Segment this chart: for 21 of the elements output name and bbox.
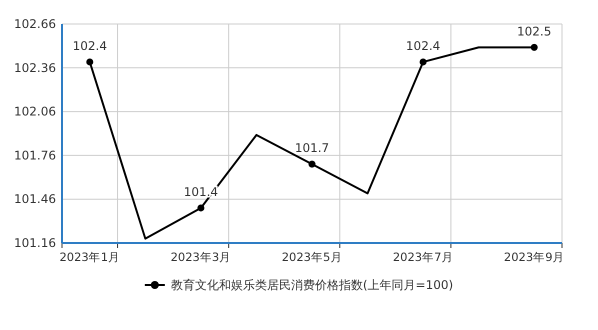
data-label: 102.5 xyxy=(517,24,552,38)
data-label: 102.4 xyxy=(72,38,107,53)
point xyxy=(86,58,94,66)
y-tick-label: 101.16 xyxy=(14,236,56,250)
y-tick-label: 102.06 xyxy=(14,104,56,119)
y-tick-label: 101.76 xyxy=(14,148,56,162)
x-tick-label: 2023年3月 xyxy=(170,250,232,264)
y-tick-label: 102.66 xyxy=(14,17,56,31)
x-tick-label: 2023年1月 xyxy=(59,250,120,264)
point xyxy=(308,160,316,168)
legend-label: 教育文化和娱乐类居民消费价格指数(上年同月=100) xyxy=(170,278,454,292)
data-label: 102.4 xyxy=(406,38,440,53)
point xyxy=(197,204,204,212)
x-tick-label: 2023年5月 xyxy=(282,250,342,264)
y-tick-label: 102.36 xyxy=(14,60,56,75)
point xyxy=(530,44,538,51)
point xyxy=(420,58,427,66)
x-tick-label: 2023年7月 xyxy=(392,250,454,264)
y-tick-label: 101.46 xyxy=(14,192,56,206)
x-tick-label: 2023年9月 xyxy=(504,250,565,264)
data-label: 101.7 xyxy=(294,141,330,156)
